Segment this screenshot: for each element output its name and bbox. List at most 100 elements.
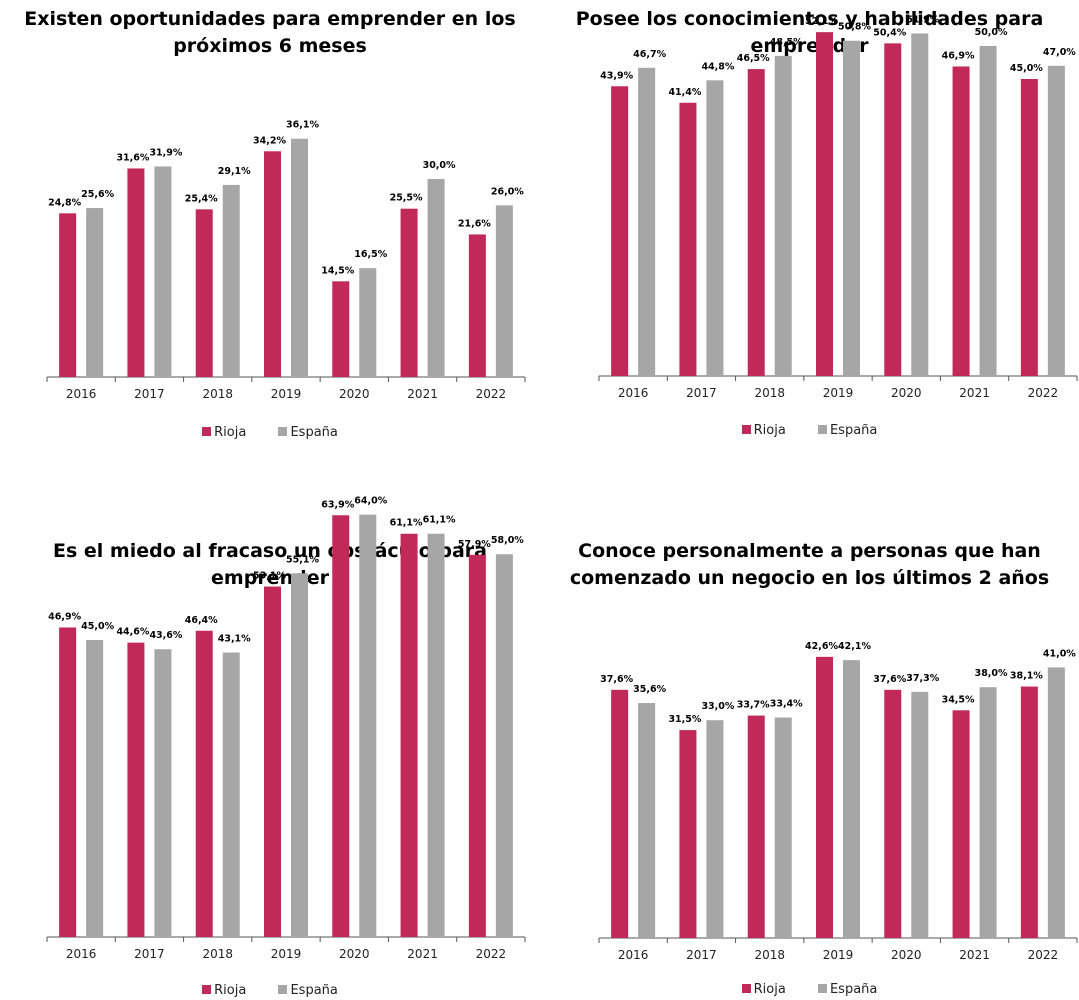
data-label-rioja-2017: 31,6% (116, 152, 149, 163)
bar-rioja-2020 (884, 43, 902, 377)
x-tick-label-2018: 2018 (754, 386, 785, 400)
bar-rioja-2016 (59, 627, 77, 937)
bar-espana-2021 (427, 533, 445, 937)
bar-rioja-2022 (1020, 686, 1038, 938)
x-tick-label-2019: 2019 (823, 386, 854, 400)
legend-item-espana: España (817, 982, 878, 997)
x-tick-label-2018: 2018 (202, 387, 233, 401)
data-label-rioja-2019: 42,6% (805, 641, 838, 652)
bar-rioja-2021 (952, 66, 970, 377)
chart-title: Conoce personalmente a personas que han … (569, 540, 1050, 589)
data-label-espana-2016: 35,6% (633, 684, 666, 695)
bar-espana-2020 (359, 268, 377, 377)
x-tick-label-2020: 2020 (339, 387, 370, 401)
data-label-rioja-2020: 37,6% (873, 674, 906, 685)
chart-panel-miedo-fracaso: Es el miedo al fracaso un obstáculo para… (0, 496, 540, 1000)
bar-espana-2017 (706, 720, 724, 938)
bar-rioja-2016 (611, 86, 629, 376)
legend-label-espana: España (829, 423, 878, 438)
chart-legend: Rioja España (540, 982, 1079, 997)
chart-panel-oportunidades: Existen oportunidades para emprender en … (0, 0, 540, 500)
data-label-espana-2017: 33,0% (701, 701, 734, 712)
bar-espana-2016 (86, 640, 104, 937)
data-label-espana-2016: 46,7% (633, 49, 666, 60)
bar-rioja-2017 (679, 730, 697, 938)
bar-espana-2022 (1047, 65, 1065, 377)
bar-espana-2019 (291, 573, 308, 937)
bar-rioja-2021 (400, 533, 418, 937)
legend-swatch-rioja (202, 985, 212, 994)
data-label-rioja-2018: 46,4% (185, 615, 218, 626)
x-tick-label-2020: 2020 (891, 948, 922, 962)
data-label-espana-2019: 50,8% (838, 22, 871, 33)
bar-rioja-2021 (400, 208, 418, 377)
bar-rioja-2020 (332, 281, 350, 377)
x-tick-label-2018: 2018 (202, 947, 233, 961)
data-label-espana-2020: 51,9% (906, 14, 939, 25)
chart-legend: Rioja España (540, 423, 1079, 438)
legend-item-rioja: Rioja (202, 425, 246, 440)
data-label-rioja-2022: 21,6% (458, 218, 491, 229)
bar-espana-2017 (154, 166, 172, 377)
x-tick-label-2016: 2016 (618, 948, 649, 962)
data-label-rioja-2018: 25,4% (185, 193, 218, 204)
bar-rioja-2019 (264, 586, 281, 937)
data-label-espana-2022: 58,0% (491, 535, 524, 546)
bar-rioja-2016 (59, 213, 77, 377)
bar-espana-2018 (774, 55, 792, 377)
bar-rioja-2019 (816, 656, 833, 938)
legend-item-rioja: Rioja (202, 983, 246, 998)
data-label-rioja-2022: 38,1% (1010, 671, 1043, 682)
data-label-rioja-2018: 33,7% (737, 700, 770, 711)
bar-rioja-2020 (884, 689, 902, 938)
data-label-espana-2020: 37,3% (906, 673, 939, 684)
data-label-espana-2021: 30,0% (423, 160, 456, 171)
bar-rioja-2018 (747, 715, 765, 938)
legend-item-espana: España (278, 983, 338, 998)
x-tick-label-2017: 2017 (134, 947, 165, 961)
legend-label-rioja: Rioja (753, 982, 786, 997)
x-tick-label-2019: 2019 (823, 948, 854, 962)
legend-swatch-rioja (202, 427, 212, 436)
bar-espana-2016 (86, 208, 104, 377)
x-tick-label-2021: 2021 (959, 386, 990, 400)
bar-rioja-2019 (264, 151, 281, 377)
data-label-rioja-2016: 43,9% (600, 70, 633, 81)
data-label-rioja-2021: 34,5% (942, 694, 975, 705)
data-label-rioja-2022: 45,0% (1010, 63, 1043, 74)
data-label-espana-2018: 43,1% (218, 634, 251, 645)
chart-legend: Rioja España (0, 425, 540, 440)
data-label-rioja-2017: 31,5% (668, 714, 701, 725)
data-label-espana-2019: 42,1% (838, 641, 871, 652)
data-label-espana-2019: 36,1% (286, 120, 319, 131)
data-label-espana-2022: 26,0% (491, 186, 524, 197)
bar-rioja-2018 (747, 69, 765, 376)
legend-label-espana: España (829, 982, 878, 997)
data-label-espana-2017: 43,6% (149, 630, 182, 641)
bar-rioja-2021 (952, 710, 970, 938)
bar-espana-2022 (495, 205, 513, 377)
x-tick-label-2022: 2022 (476, 947, 507, 961)
x-tick-label-2022: 2022 (476, 387, 507, 401)
legend-swatch-espana (817, 425, 827, 434)
bar-espana-2019 (843, 660, 860, 938)
data-label-espana-2021: 50,0% (975, 27, 1008, 38)
chart-panel-conoce-personas: Conoce personalmente a personas que han … (540, 500, 1079, 1000)
data-label-rioja-2016: 37,6% (600, 674, 633, 685)
legend-label-rioja: Rioja (753, 423, 786, 438)
bar-espana-2018 (774, 717, 792, 938)
legend-label-espana: España (290, 425, 338, 440)
bar-espana-2021 (427, 179, 445, 377)
chart-panel-conocimientos: Posee los conocimientos y habilidades pa… (540, 0, 1079, 500)
x-tick-label-2018: 2018 (754, 948, 785, 962)
bar-espana-2022 (1047, 667, 1065, 938)
legend-item-espana: España (817, 423, 878, 438)
data-label-espana-2017: 44,8% (701, 61, 734, 72)
bar-rioja-2022 (468, 554, 486, 937)
legend-label-rioja: Rioja (214, 983, 247, 998)
bar-rioja-2022 (468, 234, 486, 377)
bar-espana-2018 (222, 652, 240, 937)
data-label-espana-2020: 16,5% (354, 249, 387, 260)
bar-rioja-2017 (127, 168, 145, 377)
